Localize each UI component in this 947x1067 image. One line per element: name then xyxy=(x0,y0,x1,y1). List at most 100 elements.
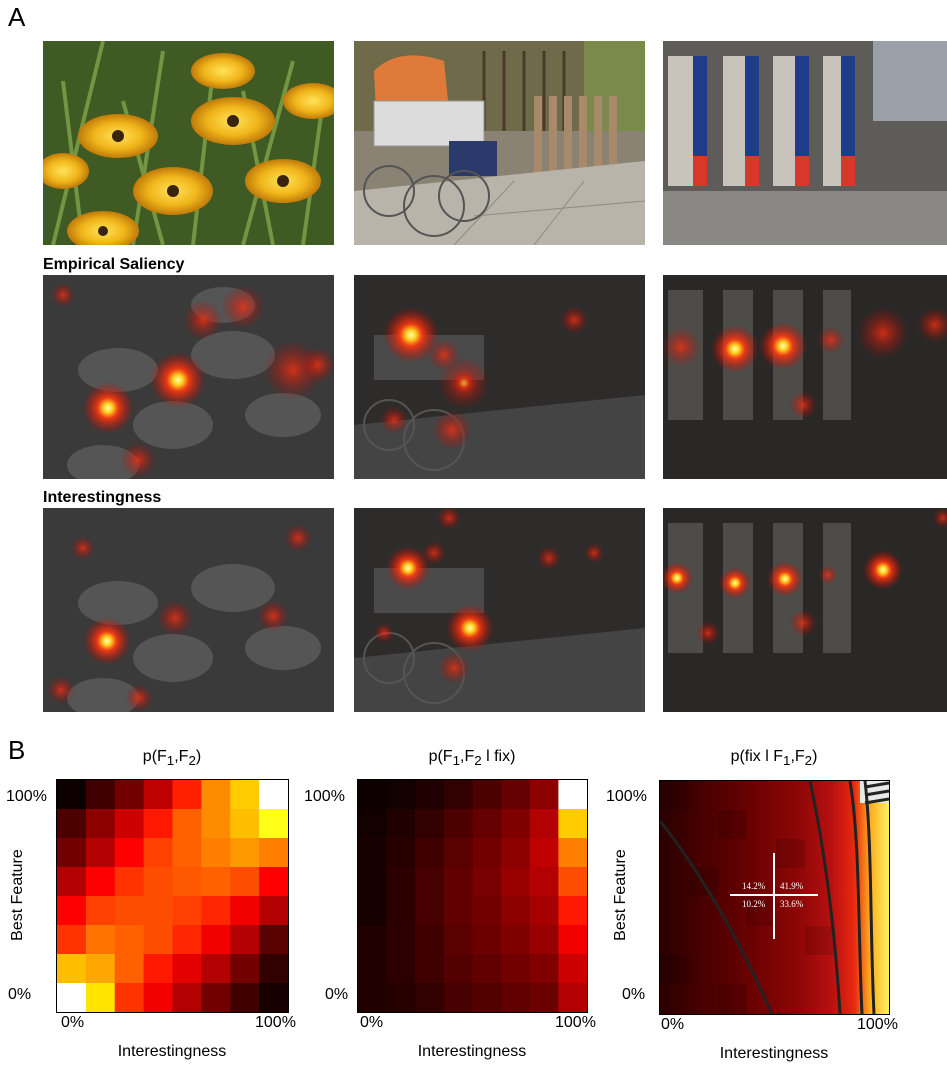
joint-heatmap-cell xyxy=(230,780,260,810)
joint-heatmap-cell xyxy=(85,983,116,1012)
interest-map-pram xyxy=(354,508,645,712)
saliency-map-pillars xyxy=(663,275,947,479)
joint-heatmap-cell xyxy=(57,954,87,984)
label-interestingness: Interestingness xyxy=(43,489,162,506)
joint-heatmap-cell xyxy=(172,925,202,955)
fixation-heatmap-cell xyxy=(529,867,559,897)
fixation-heatmap-cell xyxy=(472,838,502,868)
joint-heatmap-cell xyxy=(85,954,116,984)
photo-pram xyxy=(354,41,645,245)
fixation-heatmap-cell xyxy=(558,809,587,839)
joint-heatmap-cell xyxy=(143,896,174,926)
joint-heatmap-cell xyxy=(201,896,231,926)
plot1-ytick-bottom: 0% xyxy=(8,986,32,1003)
plot2-ytick-top: 100% xyxy=(304,788,345,805)
fixation-heatmap-cell xyxy=(386,867,416,897)
joint-heatmap-cell xyxy=(201,925,231,955)
panel-a-letter: A xyxy=(8,2,26,32)
plot1-ytick-top: 100% xyxy=(6,788,47,805)
joint-heatmap-cell xyxy=(57,983,87,1012)
plot2-ytick-bottom: 0% xyxy=(325,986,349,1003)
fixation-heatmap-cell xyxy=(358,780,388,810)
joint-heatmap-cell xyxy=(57,925,87,955)
fixation-heatmap-cell xyxy=(472,896,502,926)
joint-heatmap-cell xyxy=(201,867,231,897)
plot3-xtick-left: 0% xyxy=(661,1016,685,1033)
panel-b-letter: B xyxy=(8,735,26,765)
joint-heatmap-cell xyxy=(57,896,87,926)
fixation-heatmap-cell xyxy=(558,983,587,1012)
fixation-heatmap-cell xyxy=(386,983,416,1012)
fixation-heatmap-cell xyxy=(529,809,559,839)
joint-heatmap-cell xyxy=(230,838,260,868)
fixation-heatmap-cell xyxy=(415,925,445,955)
fixation-heatmap-cell xyxy=(415,838,445,868)
joint-heatmap-cell xyxy=(85,809,116,839)
fixation-heatmap-cell xyxy=(358,983,388,1012)
label-empirical-saliency: Empirical Saliency xyxy=(43,256,185,273)
fixation-heatmap-cell xyxy=(472,954,502,984)
plot1-ylabel: Best Feature xyxy=(9,849,26,941)
fixation-heatmap-cell xyxy=(386,780,416,810)
joint-heatmap-cell xyxy=(85,925,116,955)
joint-heatmap-cell xyxy=(201,809,231,839)
fixation-heatmap-cell xyxy=(529,896,559,926)
joint-heatmap-cell xyxy=(230,896,260,926)
joint-heatmap-cell xyxy=(114,867,145,897)
joint-heatmap-cell xyxy=(201,780,231,810)
joint-heatmap-cell xyxy=(114,896,145,926)
joint-heatmap-cell xyxy=(85,838,116,868)
fixation-heatmap-cell xyxy=(386,838,416,868)
fixation-heatmap-cell xyxy=(501,867,531,897)
saliency-map-pram xyxy=(354,275,645,479)
fixation-heatmap-cell xyxy=(558,925,587,955)
fixation-heatmap-cell xyxy=(443,896,474,926)
fixation-heatmap-cell xyxy=(443,983,474,1012)
fixation-heatmap-cell xyxy=(358,838,388,868)
joint-heatmap-cell xyxy=(143,838,174,868)
joint-heatmap-cell xyxy=(259,838,288,868)
plot3-xlabel: Interestingness xyxy=(719,1045,829,1062)
joint-heatmap-cell xyxy=(230,925,260,955)
joint-heatmap-cell xyxy=(114,954,145,984)
fixation-heatmap-cell xyxy=(386,809,416,839)
fixation-heatmap-cell xyxy=(443,780,474,810)
joint-heatmap-cell xyxy=(230,983,260,1012)
quadrant-top-right: 41.9% xyxy=(780,881,804,891)
fixation-heatmap-cell xyxy=(443,925,474,955)
fixation-heatmap-cell xyxy=(529,925,559,955)
joint-heatmap-cell xyxy=(143,867,174,897)
heatmap-conditional-fixation: 14.2% 41.9% 10.2% 33.6% xyxy=(659,780,890,1015)
joint-heatmap-cell xyxy=(114,925,145,955)
joint-heatmap-cell xyxy=(143,954,174,984)
fixation-heatmap-cell xyxy=(472,867,502,897)
heatmap-joint-distribution xyxy=(56,779,289,1013)
joint-heatmap-cell xyxy=(259,983,288,1012)
joint-heatmap-cell xyxy=(259,780,288,810)
fixation-heatmap-cell xyxy=(415,867,445,897)
joint-heatmap-cell xyxy=(230,809,260,839)
fixation-heatmap-cell xyxy=(358,867,388,897)
fixation-heatmap-cell xyxy=(415,983,445,1012)
joint-heatmap-cell xyxy=(57,867,87,897)
joint-heatmap-cell xyxy=(259,867,288,897)
plot3-title: p(fix l F1,F2) xyxy=(730,748,818,769)
joint-heatmap-cell xyxy=(57,809,87,839)
joint-heatmap-cell xyxy=(85,867,116,897)
joint-heatmap-cell xyxy=(259,896,288,926)
fixation-heatmap-cell xyxy=(358,809,388,839)
fixation-heatmap-cell xyxy=(358,954,388,984)
quadrant-bottom-left: 10.2% xyxy=(742,899,766,909)
fixation-heatmap-cell xyxy=(501,780,531,810)
plot3-xtick-right: 100% xyxy=(857,1016,898,1033)
quadrant-top-left: 14.2% xyxy=(742,881,766,891)
fixation-heatmap-cell xyxy=(558,867,587,897)
plot3-ylabel: Best Feature xyxy=(612,849,629,941)
joint-heatmap-cell xyxy=(230,867,260,897)
fixation-heatmap-cell xyxy=(415,809,445,839)
fixation-heatmap-cell xyxy=(472,925,502,955)
interest-map-pillars xyxy=(663,508,947,712)
joint-heatmap-cell xyxy=(172,838,202,868)
joint-heatmap-cell xyxy=(85,896,116,926)
plot1-xlabel: Interestingness xyxy=(117,1043,227,1060)
